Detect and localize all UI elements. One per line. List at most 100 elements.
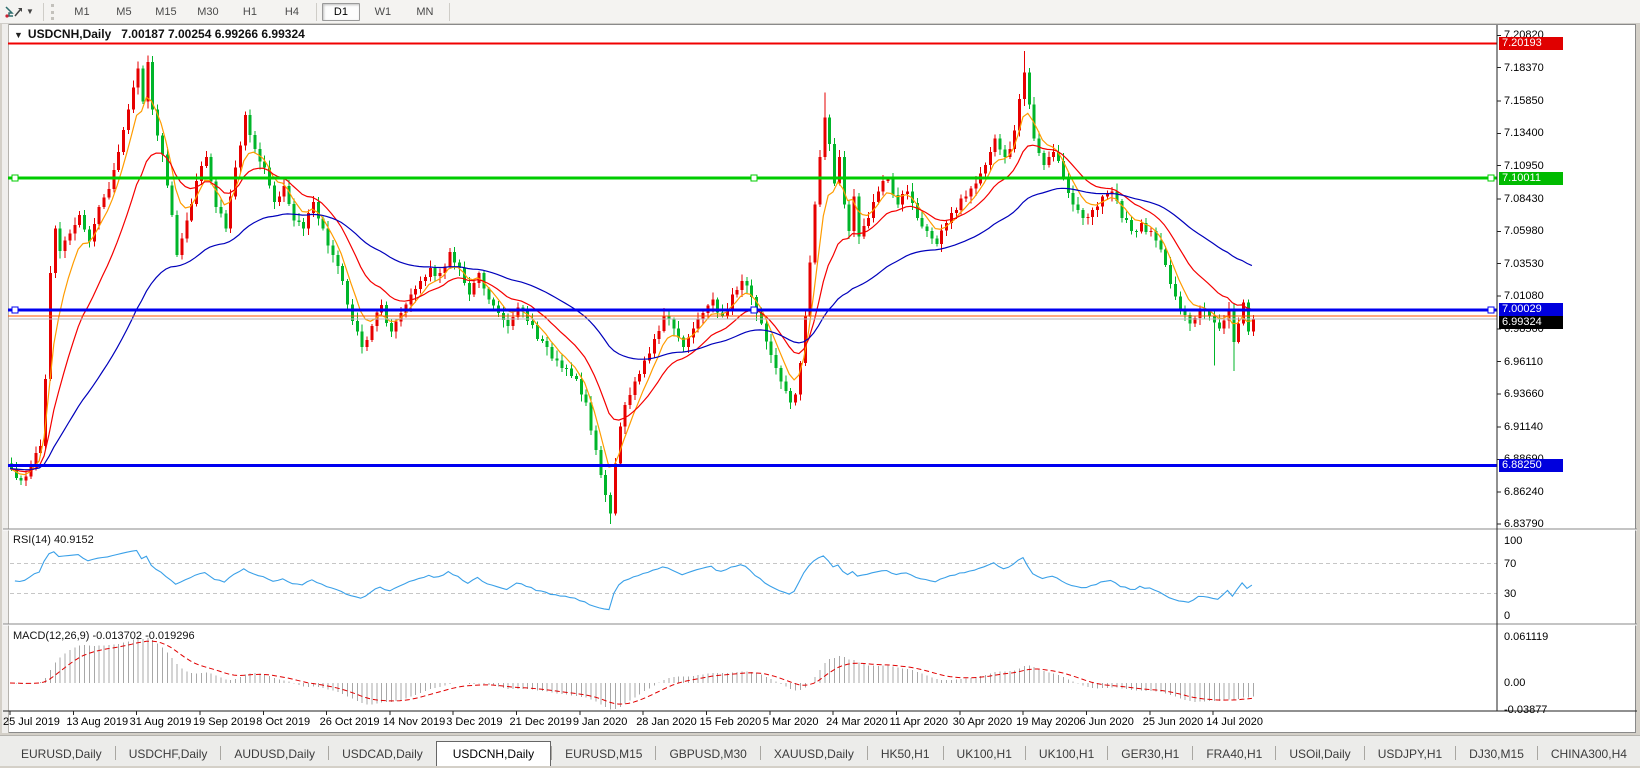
toolbar-separator xyxy=(315,2,317,21)
chart-tab-usdjpy-h1[interactable]: USDJPY,H1 xyxy=(1377,747,1443,761)
tab-separator xyxy=(655,746,657,760)
chart-tab-usdcnh-daily[interactable]: USDCNH,Daily xyxy=(435,741,552,768)
chart-tab-xauusd-daily[interactable]: XAUUSD,Daily xyxy=(773,747,854,761)
chart-tab-usdchf-daily[interactable]: USDCHF,Daily xyxy=(128,747,208,761)
price-axis-tick: 6.96110 xyxy=(1504,355,1543,368)
tab-separator xyxy=(1107,746,1109,760)
date-axis-tick: 8 Oct 2019 xyxy=(256,716,311,728)
chart-tab-uk100-h1[interactable]: UK100,H1 xyxy=(1038,747,1095,761)
chart-tabs: EURUSD,Daily USDCHF,Daily AUDUSD,Daily USDC… xyxy=(8,740,1640,768)
chart-tab-usoil-daily[interactable]: USOil,Daily xyxy=(1289,747,1351,761)
chart-tab-bar: EURUSD,Daily USDCHF,Daily AUDUSD,Daily USDC… xyxy=(0,735,1640,768)
chart-window xyxy=(2,24,1636,733)
chart-tab-fra40-h1[interactable]: FRA40,H1 xyxy=(1206,747,1263,761)
date-axis-tick: 21 Dec 2019 xyxy=(509,716,572,728)
tab-separator xyxy=(551,746,553,760)
macd-axis-tick: 0.00 xyxy=(1504,677,1526,689)
timeframe-button-d1[interactable]: D1 xyxy=(321,2,360,21)
price-axis-tick: 7.08430 xyxy=(1504,192,1544,205)
timeframe-button-m30[interactable]: M30 xyxy=(197,5,219,18)
macd-indicator-label: MACD(12,26,9) -0.013702 -0.019296 xyxy=(13,630,195,642)
price-line-tag: 6.99324 xyxy=(1499,316,1563,330)
timeframe-button-mn[interactable]: MN xyxy=(416,5,434,18)
date-axis-tick: 31 Aug 2019 xyxy=(129,716,192,728)
chart-symbol-label: USDCNH,Daily xyxy=(27,27,112,41)
rsi-indicator-label: RSI(14) 40.9152 xyxy=(13,534,94,546)
price-axis-tick: 7.03530 xyxy=(1504,257,1544,270)
date-axis-tick: 14 Nov 2019 xyxy=(382,716,446,728)
chart-tab-eurusd-m15[interactable]: EURUSD,M15 xyxy=(565,747,643,761)
date-axis-tick: 6 Jun 2020 xyxy=(1079,716,1134,728)
chart-window-left-border xyxy=(2,24,9,733)
chart-tab-uk100-h1[interactable]: UK100,H1 xyxy=(956,747,1012,761)
window-bottom-edge xyxy=(0,766,1640,768)
tab-separator xyxy=(1024,746,1026,760)
tab-separator xyxy=(759,746,761,760)
toolbar-separator xyxy=(42,2,44,21)
tab-separator xyxy=(1275,746,1277,760)
timeframe-button-m5[interactable]: M5 xyxy=(116,5,132,18)
price-axis-tick: 7.18370 xyxy=(1504,61,1544,74)
rsi-axis-tick: 100 xyxy=(1504,535,1523,547)
date-axis-tick: 25 Jun 2020 xyxy=(1142,716,1204,728)
date-axis-tick: 24 Mar 2020 xyxy=(826,716,888,728)
date-axis-tick: 5 Mar 2020 xyxy=(762,716,819,728)
price-axis-tick: 6.86240 xyxy=(1504,485,1544,498)
date-axis-tick: 26 Oct 2019 xyxy=(319,716,380,728)
date-axis-tick: 14 Jul 2020 xyxy=(1206,716,1263,728)
tab-separator xyxy=(1192,746,1194,760)
collapse-arrow-icon[interactable]: ▼ xyxy=(14,30,23,40)
date-axis-tick: 25 Jul 2019 xyxy=(3,716,60,728)
date-axis-tick: 28 Jan 2020 xyxy=(636,716,697,728)
chart-tab-usdcad-daily[interactable]: USDCAD,Daily xyxy=(342,747,423,761)
toolbar-grip[interactable] xyxy=(50,3,57,20)
tab-separator xyxy=(942,746,944,760)
chart-tab-dj30-m15[interactable]: DJ30,M15 xyxy=(1469,747,1524,761)
chart-title: ▼ USDCNH,Daily 7.00187 7.00254 6.99266 6.9… xyxy=(14,27,305,41)
price-axis-tick: 6.91140 xyxy=(1504,421,1543,434)
price-axis-tick: 7.15850 xyxy=(1504,94,1544,107)
rsi-axis-tick: 0 xyxy=(1504,610,1511,622)
chart-tab-eurusd-daily[interactable]: EURUSD,Daily xyxy=(21,747,102,761)
timeframe-button-w1[interactable]: W1 xyxy=(374,5,392,18)
price-axis-tick: 7.13400 xyxy=(1504,127,1544,140)
chart-tab-ger30-h1[interactable]: GER30,H1 xyxy=(1121,747,1180,761)
date-axis-tick: 19 Sep 2019 xyxy=(192,716,256,728)
rsi-axis-tick: 30 xyxy=(1504,587,1517,600)
tab-separator xyxy=(328,746,330,760)
tab-separator xyxy=(1455,746,1457,760)
price-axis-tick: 7.01080 xyxy=(1504,289,1544,302)
chart-tools-dropdown-icon[interactable]: ▼ xyxy=(26,7,34,16)
price-line-tag: 6.88250 xyxy=(1499,458,1563,472)
date-axis-tick: 30 Apr 2020 xyxy=(952,716,1013,728)
timeframe-buttons: M1 M5 M15 M30 H1 H4 D1 W1 MN xyxy=(61,2,453,21)
chart-tab-audusd-daily[interactable]: AUDUSD,Daily xyxy=(234,747,316,761)
rsi-axis-tick: 70 xyxy=(1504,557,1517,570)
tab-separator xyxy=(114,746,116,760)
chart-tab-gbpusd-m30[interactable]: GBPUSD,M30 xyxy=(669,747,747,761)
price-line-tag: 7.00029 xyxy=(1499,303,1563,317)
date-axis-tick: 13 Aug 2019 xyxy=(66,716,129,728)
chart-tab-china300-h4[interactable]: CHINA300,H4 xyxy=(1550,747,1627,761)
date-axis-tick: 9 Jan 2020 xyxy=(572,716,628,728)
price-axis-tick: 7.05980 xyxy=(1504,225,1544,238)
timeframe-toolbar: ▼ M1 M5 M15 M30 H1 H4 D1 W1 MN xyxy=(0,0,1640,24)
timeframe-button-m1[interactable]: M1 xyxy=(74,5,90,18)
price-line-tag: 7.10011 xyxy=(1499,171,1563,185)
timeframe-button-h4[interactable]: H4 xyxy=(284,5,299,18)
tab-separator xyxy=(1363,746,1365,760)
date-axis-tick: 15 Feb 2020 xyxy=(699,716,762,728)
timeframe-button-m15[interactable]: M15 xyxy=(155,5,177,18)
date-axis-tick: 19 May 2020 xyxy=(1016,716,1080,728)
chart-tab-hk50-h1[interactable]: HK50,H1 xyxy=(880,747,930,761)
date-axis-tick: 3 Dec 2019 xyxy=(446,716,503,728)
tab-separator xyxy=(1536,746,1538,760)
chart-ohlc-values: 7.00187 7.00254 6.99266 6.99324 xyxy=(121,27,305,41)
timeframe-button-h1[interactable]: H1 xyxy=(242,5,257,18)
macd-axis-tick: 0.061119 xyxy=(1504,631,1549,644)
price-line-tag: 7.20193 xyxy=(1499,37,1563,51)
price-axis-tick: 6.93660 xyxy=(1504,387,1544,400)
chart-tools-icon[interactable] xyxy=(4,4,24,20)
tab-separator xyxy=(220,746,222,760)
toolbar-separator xyxy=(448,2,450,21)
